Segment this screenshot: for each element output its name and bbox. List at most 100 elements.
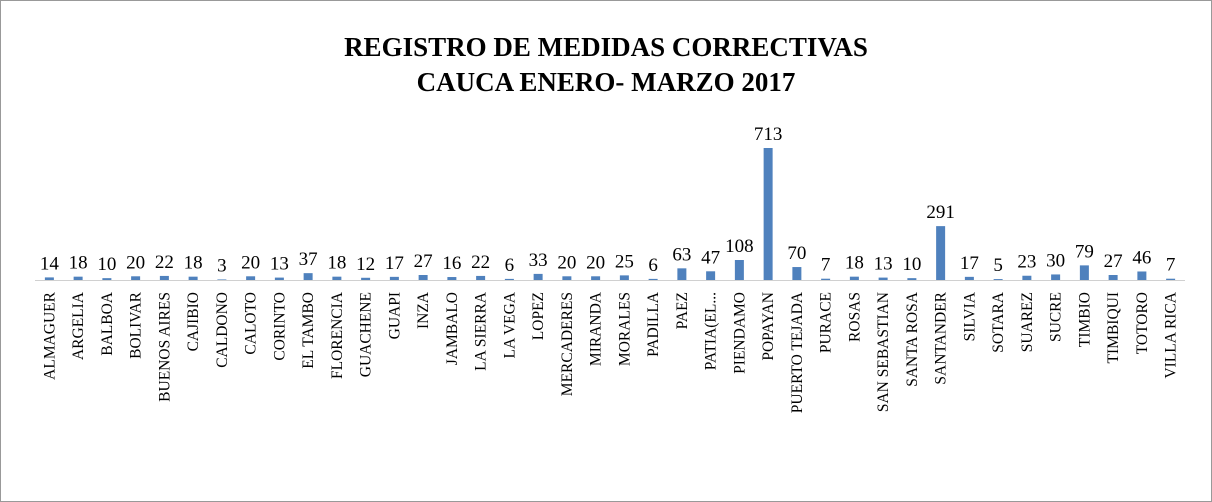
data-label: 17 [960, 253, 979, 274]
data-label: 33 [529, 250, 548, 271]
x-tick-label: ROSAS [846, 292, 863, 342]
bar [217, 279, 227, 280]
x-tick-label: FLORENCIA [329, 291, 346, 379]
x-tick-label: MORALES [616, 292, 633, 366]
bar [102, 278, 112, 280]
x-tick-label: EL TAMBO [300, 292, 317, 369]
data-label: 10 [902, 254, 921, 275]
bar [677, 268, 687, 280]
bar [1051, 274, 1061, 280]
data-label: 14 [40, 253, 60, 274]
x-tick-label: TOTORO [1134, 292, 1151, 354]
bar [131, 276, 141, 280]
bar [504, 278, 514, 280]
data-label: 23 [1017, 252, 1036, 273]
bar [993, 279, 1003, 280]
x-tick-label: ARGELIA [70, 291, 87, 360]
data-label: 13 [270, 254, 289, 275]
bar [1137, 271, 1147, 280]
data-label: 6 [505, 255, 515, 276]
bar [849, 276, 859, 280]
bar [792, 267, 802, 280]
x-tick-label: SANTANDER [933, 291, 950, 384]
x-tick-label: CALDONO [214, 292, 231, 368]
data-label: 22 [471, 252, 490, 273]
bar [964, 276, 974, 280]
data-label: 713 [754, 124, 783, 145]
data-label: 108 [725, 236, 754, 257]
bar [246, 276, 256, 280]
bar [73, 276, 83, 280]
data-label: 63 [672, 244, 691, 265]
x-tick-label: PUERTO TEJADA [789, 291, 806, 413]
data-label: 5 [993, 255, 1003, 276]
x-tick-label: LA VEGA [501, 291, 518, 358]
data-label: 20 [126, 252, 145, 273]
chart-title: REGISTRO DE MEDIDAS CORRECTIVAS [344, 32, 868, 62]
x-tick-label: BALBOA [99, 291, 116, 356]
bar [591, 276, 601, 280]
x-tick-label: SUCRE [1048, 292, 1065, 342]
data-label: 16 [442, 253, 461, 274]
bar [821, 278, 831, 280]
x-tick-label: JAMBALO [444, 292, 461, 365]
data-label: 18 [845, 253, 864, 274]
data-label: 13 [874, 254, 893, 275]
bar [763, 148, 773, 280]
bar [44, 277, 54, 280]
bar [648, 278, 658, 280]
data-label: 46 [1132, 247, 1151, 268]
bar [706, 271, 716, 280]
bar [734, 260, 744, 280]
data-label: 20 [557, 252, 576, 273]
data-label: 25 [615, 251, 634, 272]
data-label: 79 [1075, 241, 1094, 262]
data-label: 7 [1166, 255, 1176, 276]
x-tick-label: CORINTO [271, 292, 288, 361]
bar [274, 277, 284, 280]
x-tick-label: VILLA RICA [1163, 291, 1180, 378]
x-tick-label: PADILLA [645, 291, 662, 357]
bar [476, 275, 486, 280]
bar [447, 277, 457, 280]
x-tick-label: TIMBIQUI [1105, 292, 1122, 363]
bar [332, 276, 342, 280]
x-tick-label: PIENDAMO [731, 292, 748, 374]
data-label: 20 [241, 252, 260, 273]
bar [878, 277, 888, 280]
x-tick-label: SUAREZ [1019, 292, 1036, 352]
bar [159, 275, 169, 280]
x-tick-label: PURACE [818, 292, 835, 353]
data-label: 7 [821, 255, 831, 276]
data-label: 20 [586, 252, 605, 273]
data-label: 22 [155, 252, 174, 273]
x-tick-label: SAN SEBASTIAN [875, 292, 892, 412]
x-tick-label: PATIA(EL... [703, 292, 720, 370]
data-label: 12 [356, 254, 375, 275]
bar [533, 273, 543, 280]
data-label: 18 [184, 253, 203, 274]
bar [418, 275, 428, 280]
x-tick-label: ALMAGUER [41, 291, 58, 379]
x-tick-label: SANTA ROSA [904, 291, 921, 387]
x-tick-label: CALOTO [243, 292, 260, 355]
data-label: 291 [926, 202, 955, 223]
bar [619, 275, 629, 280]
data-label: 27 [414, 251, 433, 272]
x-tick-label: POPAYAN [760, 292, 777, 361]
x-tick-label: MERCADERES [559, 292, 576, 396]
data-label: 17 [385, 253, 404, 274]
x-tick-label: GUAPI [386, 292, 403, 339]
data-label: 37 [299, 249, 318, 270]
data-label: 70 [787, 243, 806, 264]
x-tick-label: PAEZ [674, 292, 691, 329]
bar [1108, 275, 1118, 280]
x-tick-label: CAJIBIO [185, 292, 202, 351]
bar [1166, 278, 1176, 280]
x-tick-label: SOTARA [990, 291, 1007, 353]
x-tick-label: SILVIA [961, 291, 978, 341]
data-label: 10 [97, 254, 116, 275]
x-tick-label: BOLIVAR [128, 291, 145, 359]
bar [562, 276, 572, 280]
